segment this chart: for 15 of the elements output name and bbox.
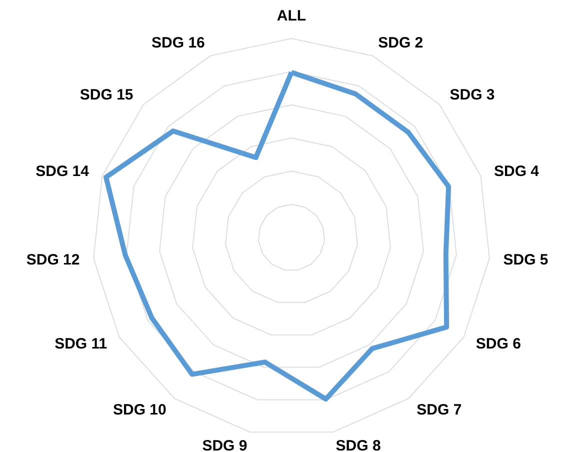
- spoke-label: SDG 10: [112, 401, 166, 418]
- spoke-label: SDG 16: [152, 34, 205, 52]
- spoke-label: SDG 11: [54, 335, 108, 352]
- spoke-label: SDG 14: [36, 163, 90, 180]
- spoke-label: SDG 2: [378, 34, 424, 52]
- spoke-label: SDG 4: [494, 163, 540, 180]
- spoke-label: SDG 9: [202, 437, 248, 452]
- spoke-label: ALL: [276, 8, 306, 25]
- spoke-label: SDG 15: [80, 86, 134, 104]
- spoke-label: SDG 6: [476, 335, 521, 352]
- spoke-label: SDG 7: [416, 401, 462, 418]
- spoke-label: SDG 12: [26, 251, 80, 268]
- spoke-label: SDG 3: [450, 86, 495, 104]
- spoke-label: SDG 5: [503, 251, 548, 268]
- spoke-label: SDG 8: [336, 437, 381, 452]
